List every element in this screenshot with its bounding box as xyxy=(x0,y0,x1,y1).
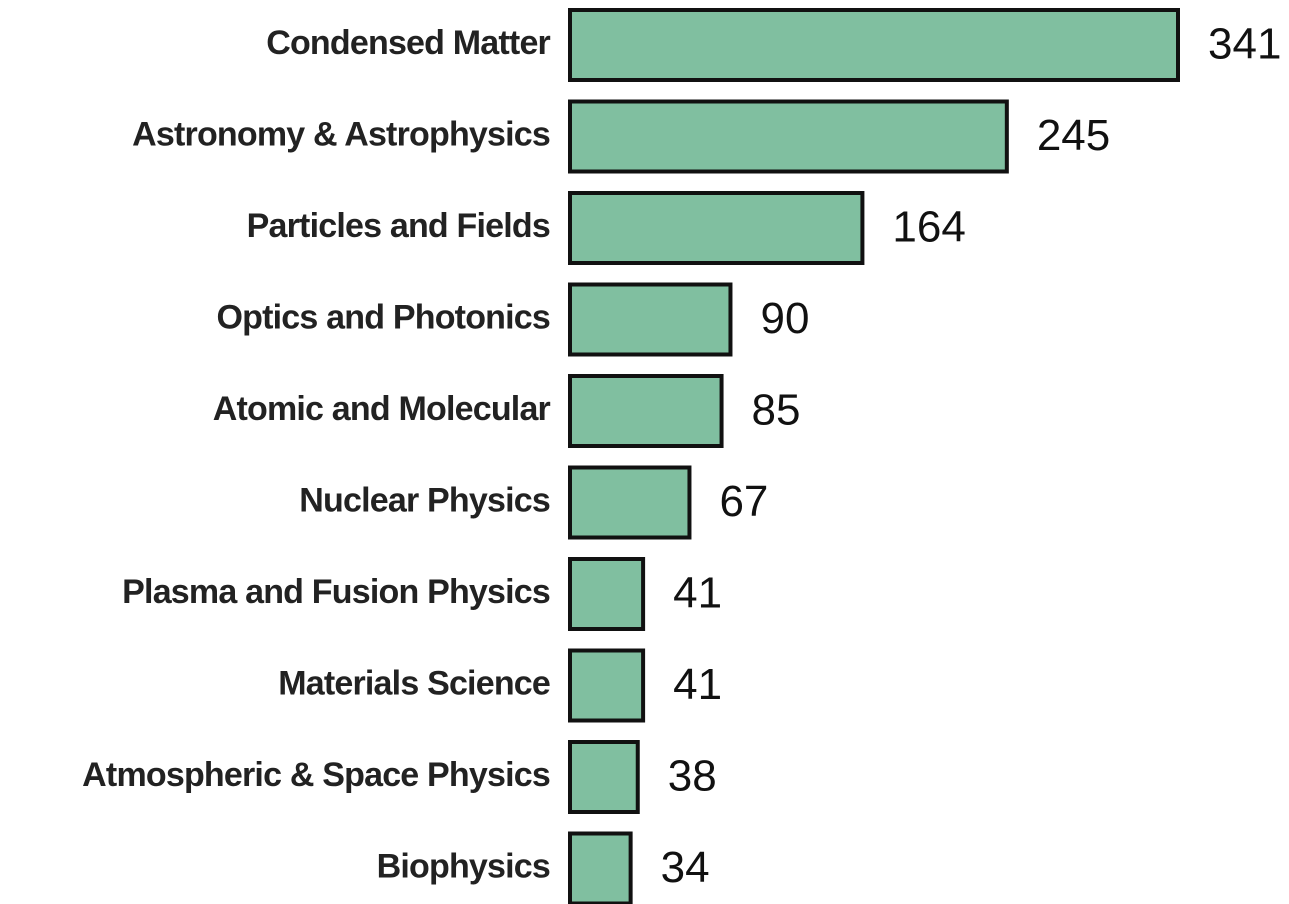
category-label: Astronomy & Astrophysics xyxy=(132,115,550,153)
value-label: 85 xyxy=(752,386,801,435)
bar xyxy=(568,8,1180,82)
category-label: Materials Science xyxy=(278,664,550,702)
bar xyxy=(568,557,646,631)
bar xyxy=(568,191,865,265)
value-label: 38 xyxy=(668,752,717,801)
category-label: Optics and Photonics xyxy=(217,298,550,336)
value-label: 341 xyxy=(1208,20,1281,69)
bar xyxy=(568,740,640,814)
bar xyxy=(568,282,733,357)
value-label: 41 xyxy=(673,660,722,709)
category-label: Nuclear Physics xyxy=(299,481,550,519)
category-label: Particles and Fields xyxy=(247,207,550,245)
bar xyxy=(568,648,646,723)
category-label: Atmospheric & Space Physics xyxy=(82,756,550,794)
value-label: 34 xyxy=(661,843,710,892)
value-label: 164 xyxy=(892,203,965,252)
value-label: 245 xyxy=(1037,111,1110,160)
bar xyxy=(568,831,633,904)
value-label: 41 xyxy=(673,569,722,618)
bar xyxy=(568,99,1009,174)
value-label: 90 xyxy=(760,294,809,343)
category-label: Plasma and Fusion Physics xyxy=(122,573,550,611)
value-label: 67 xyxy=(719,477,768,526)
category-label: Atomic and Molecular xyxy=(213,390,551,428)
category-label: Biophysics xyxy=(377,847,550,885)
bar xyxy=(568,465,692,540)
category-label: Condensed Matter xyxy=(266,24,550,62)
bar xyxy=(568,374,724,448)
